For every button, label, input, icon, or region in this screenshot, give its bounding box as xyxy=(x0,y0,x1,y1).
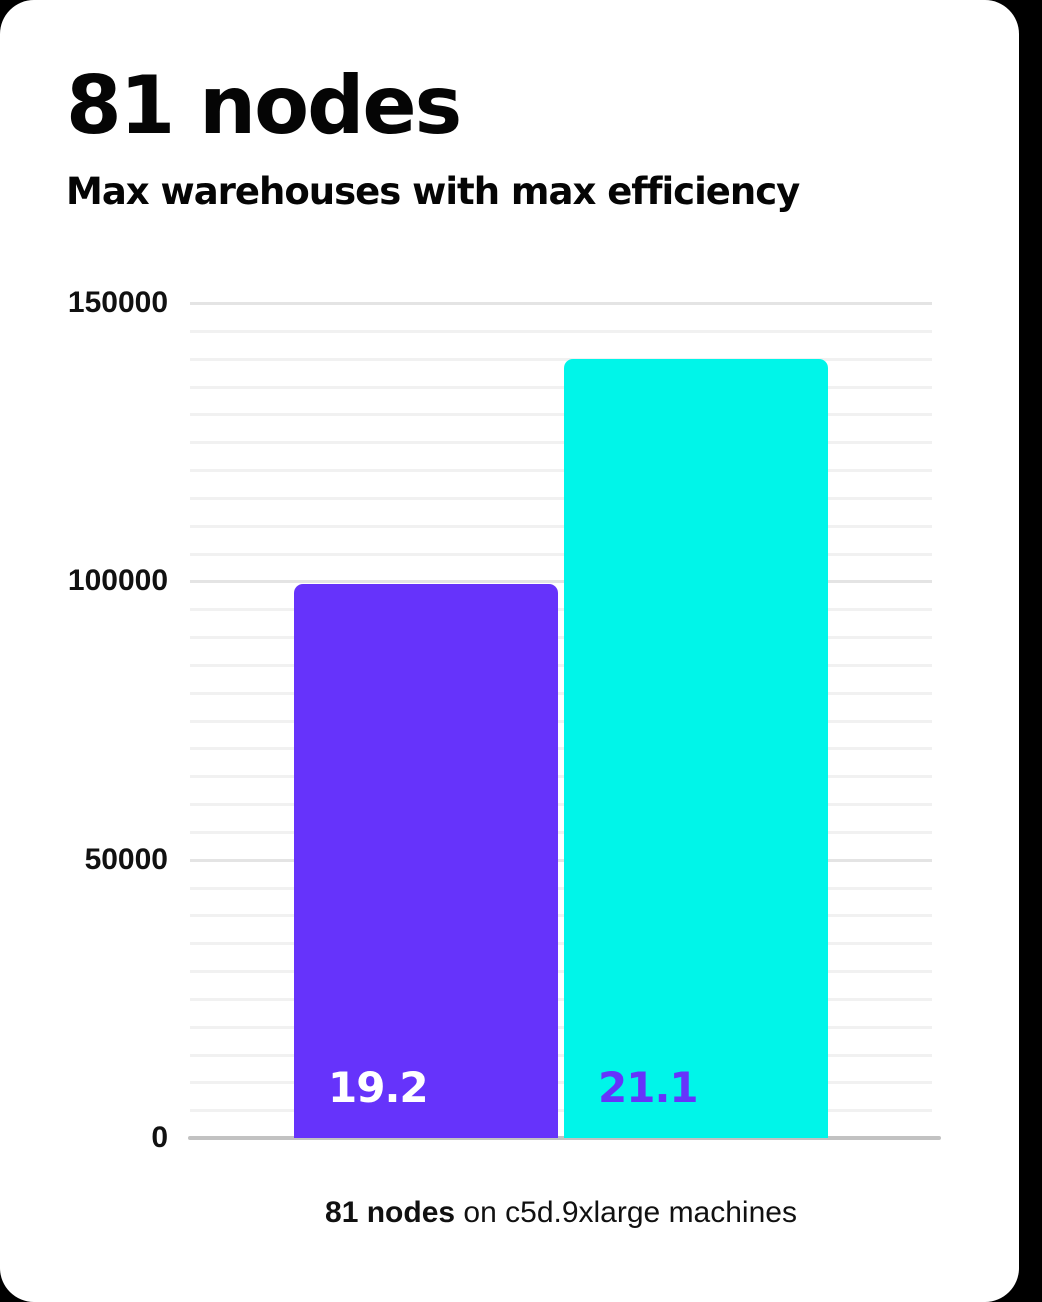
gridline xyxy=(190,1081,932,1085)
gridline xyxy=(190,357,932,361)
gridline xyxy=(190,775,932,779)
caption: 81 nodes on c5d.9xlarge machines xyxy=(190,1196,932,1230)
gridline xyxy=(190,413,932,417)
gridline xyxy=(190,830,932,834)
gridline xyxy=(190,1053,932,1057)
caption-rest: on c5d.9xlarge machines xyxy=(455,1196,797,1229)
plot-area: 19.2 21.1 xyxy=(188,302,941,1140)
gridline xyxy=(190,970,932,973)
gridline xyxy=(190,914,932,918)
y-tick-label: 0 xyxy=(151,1121,168,1154)
y-tick-label: 50000 xyxy=(84,842,168,876)
gridline xyxy=(190,942,932,946)
gridline xyxy=(190,580,932,584)
gridline xyxy=(190,886,932,890)
gridline xyxy=(190,1109,932,1113)
y-tick-label: 150000 xyxy=(67,286,168,319)
gridline xyxy=(190,302,932,305)
gridline xyxy=(190,1025,932,1029)
gridline xyxy=(190,691,932,695)
y-axis: 0 50000 100000 150000 xyxy=(0,286,168,1154)
bar: 21.1 xyxy=(564,359,828,1138)
gridline xyxy=(190,441,932,445)
caption-bold: 81 nodes xyxy=(325,1196,456,1229)
bar: 19.2 xyxy=(294,584,558,1138)
gridline xyxy=(190,496,932,500)
gridline xyxy=(190,469,932,472)
gridline xyxy=(190,524,932,528)
bar-value-label: 21.1 xyxy=(598,1063,699,1112)
y-tick-label: 100000 xyxy=(67,564,168,598)
gridline xyxy=(190,663,932,667)
gridline xyxy=(190,747,932,751)
gridline xyxy=(190,608,932,612)
gridline xyxy=(190,719,932,723)
gridline xyxy=(190,636,932,639)
gridline xyxy=(190,803,932,806)
chart-subtitle: Max warehouses with max efficiency xyxy=(66,170,800,213)
gridline xyxy=(190,385,932,389)
gridline xyxy=(190,552,932,556)
x-axis-line xyxy=(188,1136,941,1140)
bar-value-label: 19.2 xyxy=(328,1063,429,1112)
chart-card: 81 nodes Max warehouses with max efficie… xyxy=(0,0,1019,1302)
gridline xyxy=(190,858,932,862)
chart-title: 81 nodes xyxy=(66,59,462,152)
gridline xyxy=(190,329,932,333)
gridline xyxy=(190,997,932,1001)
